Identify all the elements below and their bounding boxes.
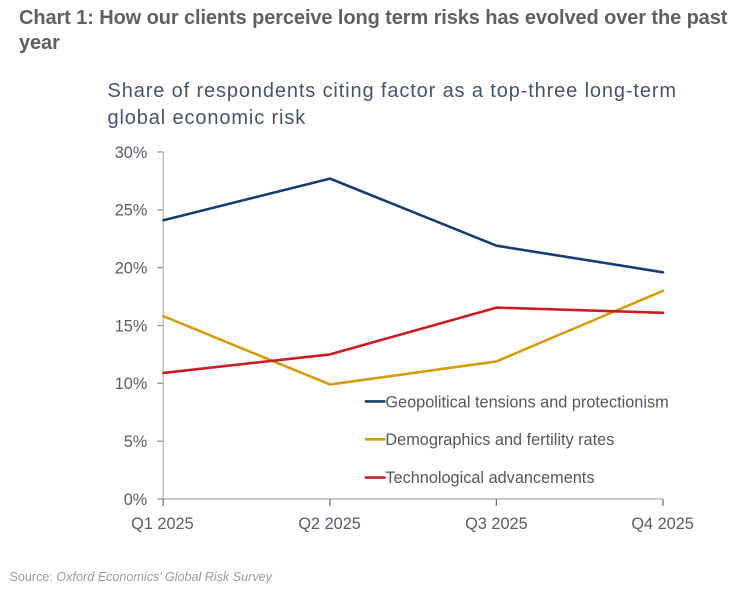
svg-text:Q4 2025: Q4 2025 [631, 515, 693, 533]
svg-text:Demographics and fertility rat: Demographics and fertility rates [385, 431, 614, 449]
svg-text:0%: 0% [124, 491, 148, 509]
svg-text:15%: 15% [115, 317, 148, 335]
svg-text:25%: 25% [115, 202, 148, 220]
svg-text:Q2 2025: Q2 2025 [298, 515, 360, 533]
svg-text:Q1 2025: Q1 2025 [131, 515, 193, 533]
svg-text:Q3 2025: Q3 2025 [465, 515, 527, 533]
svg-text:Technological advancements: Technological advancements [385, 469, 594, 487]
svg-text:20%: 20% [115, 260, 148, 278]
svg-text:10%: 10% [115, 375, 148, 393]
svg-text:5%: 5% [124, 433, 148, 451]
svg-text:Geopolitical tensions and prot: Geopolitical tensions and protectionism [385, 393, 668, 411]
svg-text:30%: 30% [115, 144, 148, 162]
